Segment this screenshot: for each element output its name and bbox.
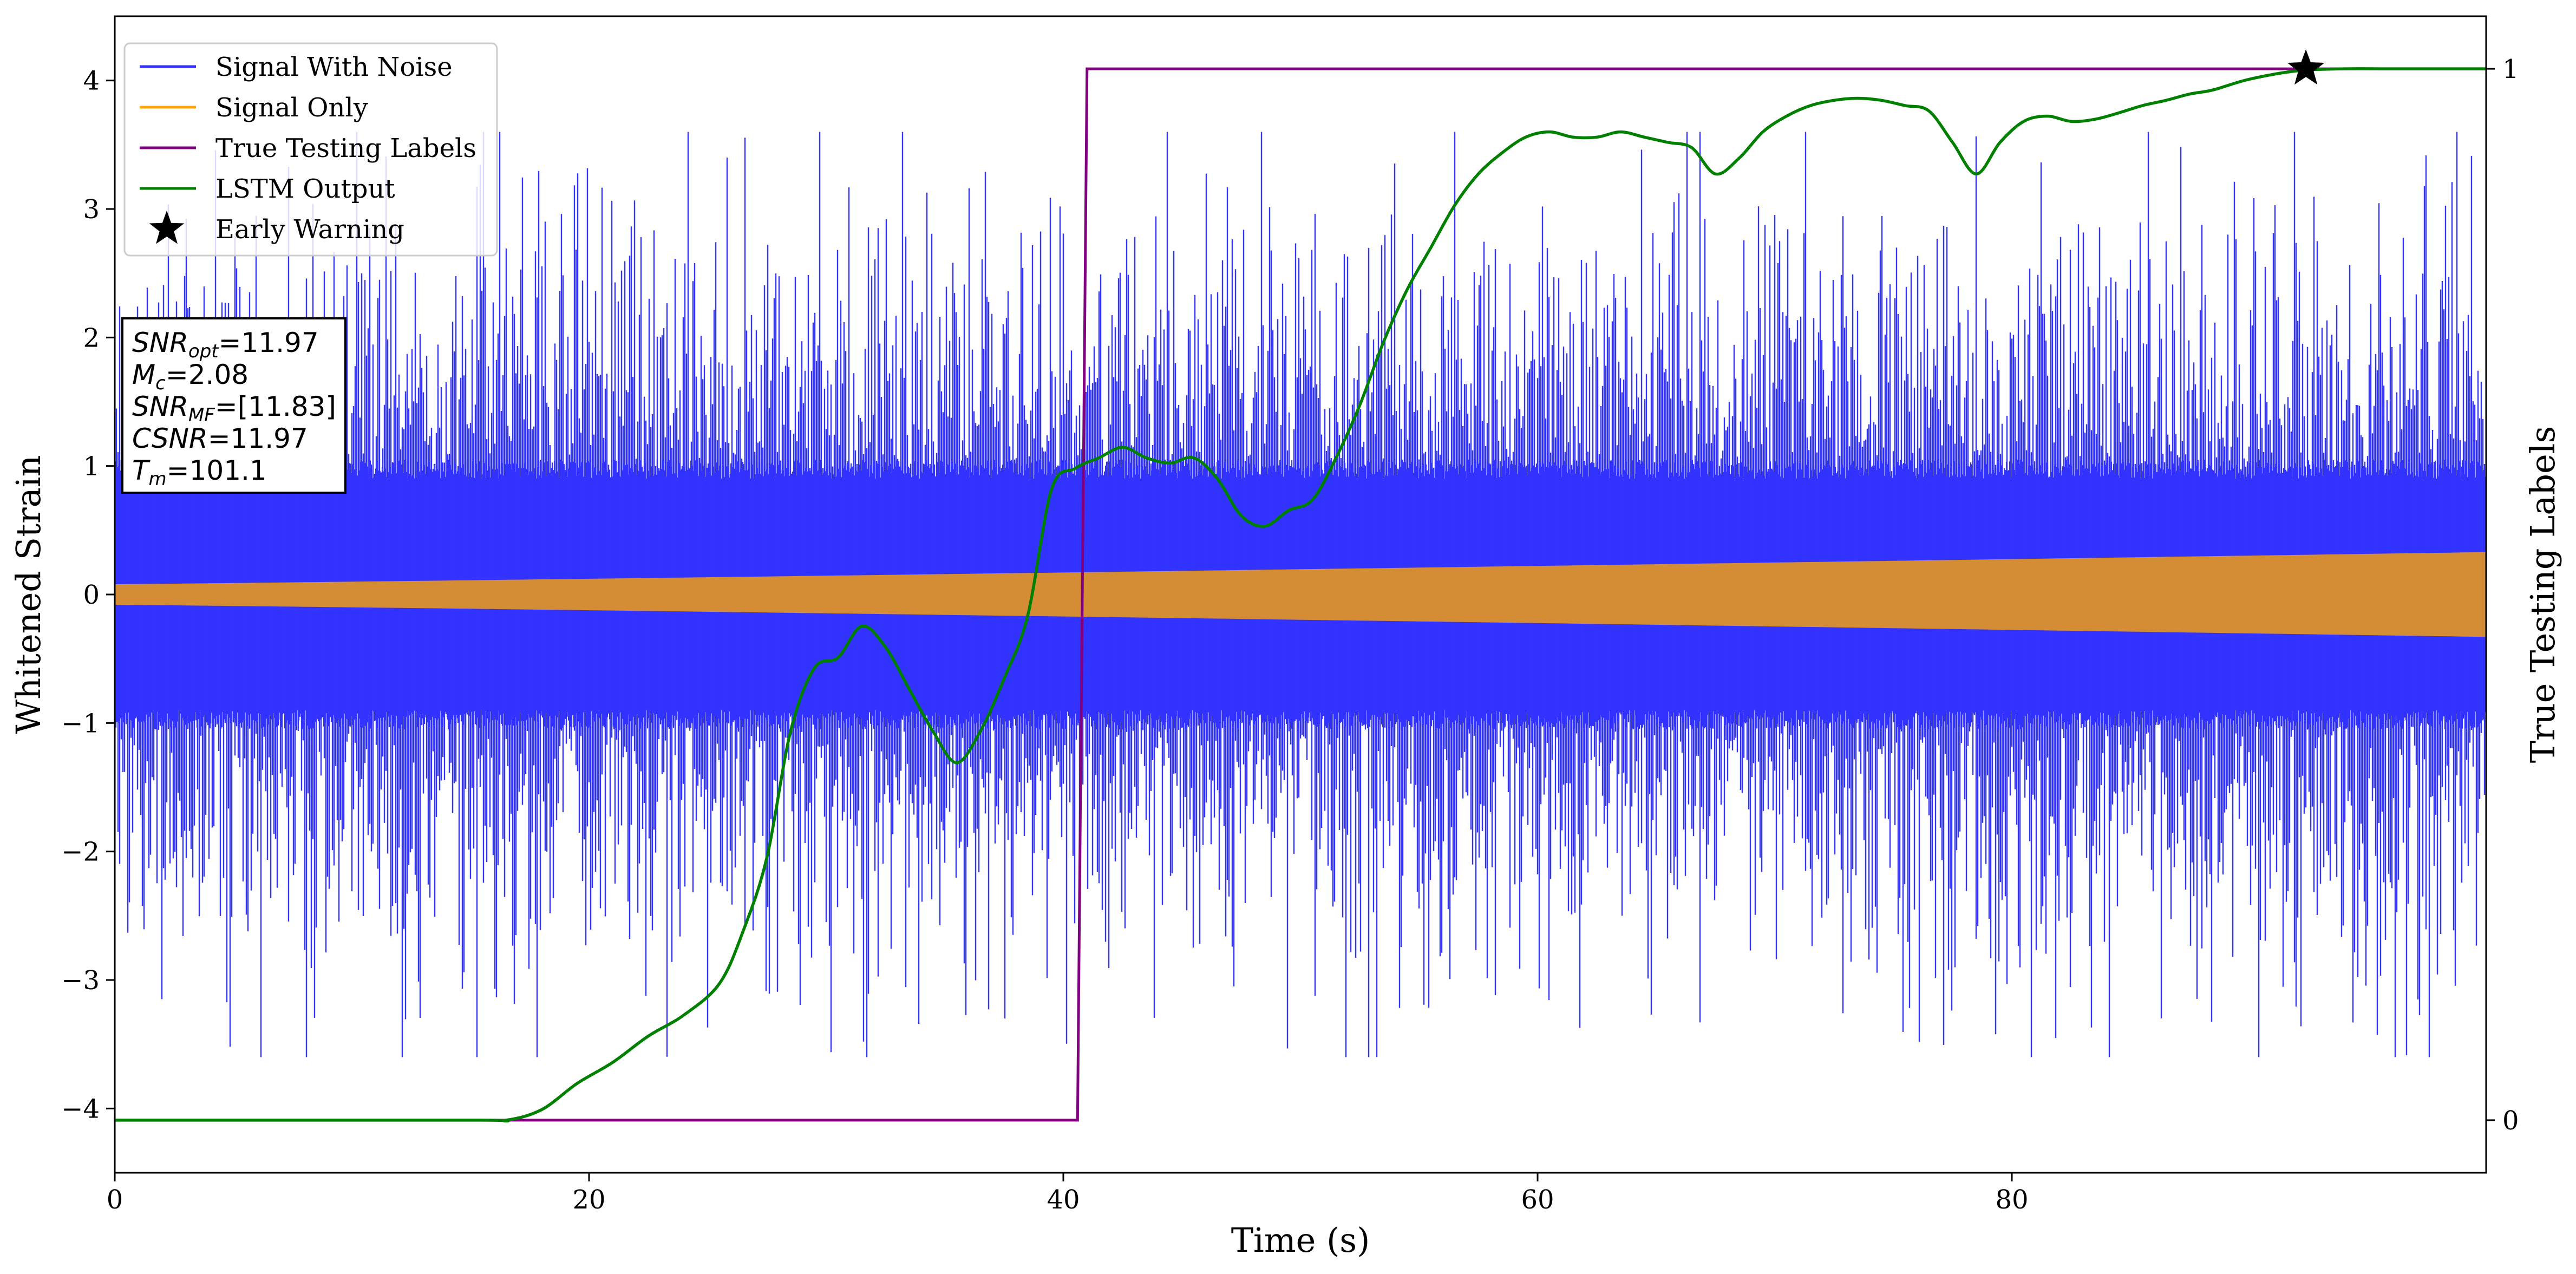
signal-only-envelope bbox=[115, 552, 2486, 637]
annotation-subscript: opt bbox=[188, 341, 219, 362]
x-tick-label: 80 bbox=[1995, 1185, 2028, 1215]
x-axis-label: Time (s) bbox=[1231, 1220, 1370, 1260]
annotation-subscript: c bbox=[155, 373, 166, 394]
legend-label: Early Warning bbox=[215, 214, 404, 245]
y2-tick-label: 1 bbox=[2502, 54, 2519, 84]
signal-only-series bbox=[115, 552, 2486, 637]
annotation-line: CSNR=11.97 bbox=[132, 423, 308, 454]
legend-frame bbox=[123, 42, 498, 257]
y-tick-label: 0 bbox=[83, 580, 100, 610]
annotation-value: =2.08 bbox=[166, 359, 249, 390]
annotation-value: =[11.83] bbox=[215, 391, 336, 422]
y-tick-label: −3 bbox=[61, 965, 100, 996]
y-axis-label: Whitened Strain bbox=[9, 455, 48, 734]
x-tick-label: 40 bbox=[1047, 1185, 1080, 1215]
annotation-symbol: SNR bbox=[132, 391, 188, 422]
annotation-line: SNRopt=11.97 bbox=[132, 327, 319, 362]
y-axis-right: 01 bbox=[2486, 54, 2519, 1136]
legend-label: Signal With Noise bbox=[215, 52, 453, 82]
annotation-value: =101.1 bbox=[167, 455, 267, 486]
annotation-value: =11.97 bbox=[219, 327, 319, 358]
annotation-subscript: MF bbox=[188, 404, 215, 426]
y2-tick-label: 0 bbox=[2502, 1106, 2519, 1136]
annotation-symbol: T bbox=[132, 455, 151, 486]
annotation-line: Mc=2.08 bbox=[132, 359, 249, 394]
y-tick-label: 3 bbox=[83, 194, 100, 225]
x-tick-label: 60 bbox=[1521, 1185, 1554, 1215]
plot-area bbox=[115, 49, 2486, 1123]
legend-label: Signal Only bbox=[215, 93, 368, 123]
early-warning-marker bbox=[2287, 49, 2325, 85]
lstm-output-series bbox=[115, 67, 2486, 1123]
y-tick-label: 2 bbox=[83, 323, 100, 353]
y-tick-label: 4 bbox=[83, 66, 100, 96]
y2-axis-label: True Testing Labels bbox=[2523, 426, 2562, 763]
true-testing-labels-line bbox=[115, 67, 2486, 1122]
y-axis-left: −4 −3 −2 −1 0 1 2 3 4 bbox=[61, 66, 115, 1124]
legend-item: Early Warning bbox=[149, 211, 404, 245]
annotation-symbol: CSNR bbox=[132, 423, 208, 454]
x-tick-label: 0 bbox=[107, 1185, 123, 1215]
annotation-symbol: SNR bbox=[132, 327, 188, 358]
y-tick-label: −4 bbox=[61, 1094, 100, 1124]
annotation-line: SNRMF=[11.83] bbox=[132, 391, 336, 426]
annotation-subscript: m bbox=[149, 468, 167, 490]
early-warning-series bbox=[2287, 49, 2325, 85]
annotation-line: Tm=101.1 bbox=[132, 455, 267, 490]
legend-item: Signal Only bbox=[140, 93, 368, 123]
legend-item: True Testing Labels bbox=[140, 133, 476, 164]
legend-label: True Testing Labels bbox=[215, 133, 476, 164]
annotation-frame bbox=[121, 317, 346, 494]
y-tick-label: −1 bbox=[61, 708, 100, 739]
y-tick-label: −2 bbox=[61, 837, 100, 867]
annotation-value: =11.97 bbox=[208, 423, 308, 454]
x-axis: 0 20 40 60 80 bbox=[107, 1173, 2029, 1215]
lstm-output-line bbox=[115, 67, 2486, 1123]
true-testing-labels-series bbox=[115, 67, 2486, 1122]
y-tick-label: 1 bbox=[83, 452, 100, 482]
annotation-symbol: M bbox=[132, 359, 155, 390]
x-tick-label: 20 bbox=[572, 1185, 605, 1215]
legend-item: Signal With Noise bbox=[140, 52, 453, 82]
parameter-annotation-box: SNRopt=11.97Mc=2.08SNRMF=[11.83]CSNR=11.… bbox=[121, 317, 346, 494]
legend-star-icon bbox=[149, 211, 185, 244]
legend: Signal With Noise Signal Only True Testing… bbox=[123, 42, 498, 257]
legend-label: LSTM Output bbox=[215, 174, 395, 204]
legend-item: LSTM Output bbox=[140, 174, 395, 204]
